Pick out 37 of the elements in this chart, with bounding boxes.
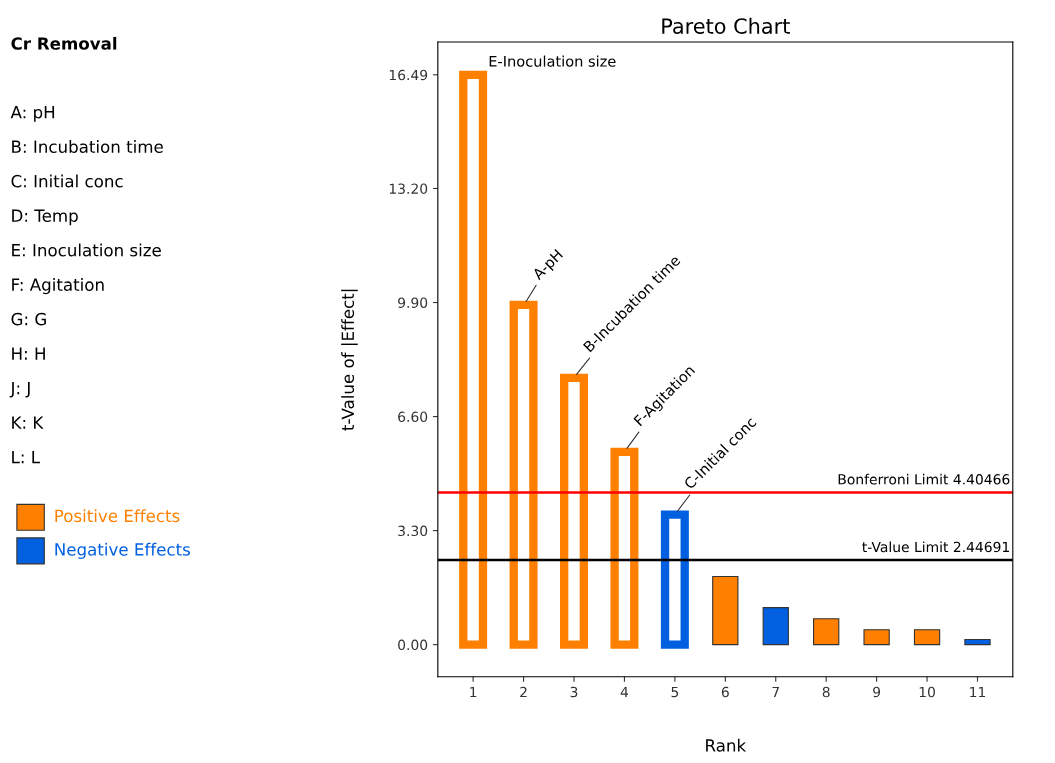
text: B: Incubation time: [12, 140, 163, 153]
legend-label: Negative Effects: [55, 542, 190, 559]
x-tick-label: 9: [873, 686, 881, 698]
text: E: Inoculation size: [12, 243, 161, 257]
text: C: Initial conc: [11, 174, 123, 188]
y-tick-label: 0.00: [398, 639, 428, 651]
y-tick-label: 16.49: [389, 69, 428, 81]
x-tick-label: 4: [620, 686, 629, 698]
text: A: pH: [10, 106, 55, 122]
x-tick-label: 8: [822, 686, 830, 698]
legend-label: Positive Effects: [55, 509, 180, 523]
y-axis-title: t-Value of |Effect|: [341, 289, 358, 431]
text: Cr Removal: [11, 36, 117, 50]
text: L: L: [12, 450, 40, 464]
text: G: G: [11, 312, 46, 326]
annotation: E-Inoculation size: [489, 55, 616, 67]
x-tick-label: 2: [520, 686, 527, 698]
x-tick-label: 7: [772, 686, 779, 698]
y-tick-label: 6.60: [398, 411, 428, 423]
ref-line-label: Bonferroni Limit 4.40466: [838, 473, 1010, 485]
y-tick-label: 9.90: [398, 297, 428, 308]
x-tick-label: 5: [671, 686, 679, 698]
x-tick-label: 1: [470, 686, 477, 698]
text: K: K: [12, 416, 44, 429]
text: F: Agitation: [12, 278, 104, 295]
x-tick-label: 11: [970, 686, 986, 698]
text: D: Temp: [12, 209, 78, 226]
y-tick-label: 13.20: [389, 183, 428, 194]
text: H: H: [12, 347, 45, 360]
ref-line-label: t-Value Limit 2.44691: [862, 541, 1009, 553]
x-tick-label: 3: [570, 686, 578, 698]
y-tick-label: 3.30: [398, 525, 428, 537]
text: J: J: [9, 382, 30, 398]
x-tick-label: 6: [721, 686, 729, 698]
x-tick-label: 10: [919, 686, 935, 698]
x-axis-title: Rank: [706, 738, 747, 752]
chart-title: Pareto Chart: [662, 17, 790, 34]
